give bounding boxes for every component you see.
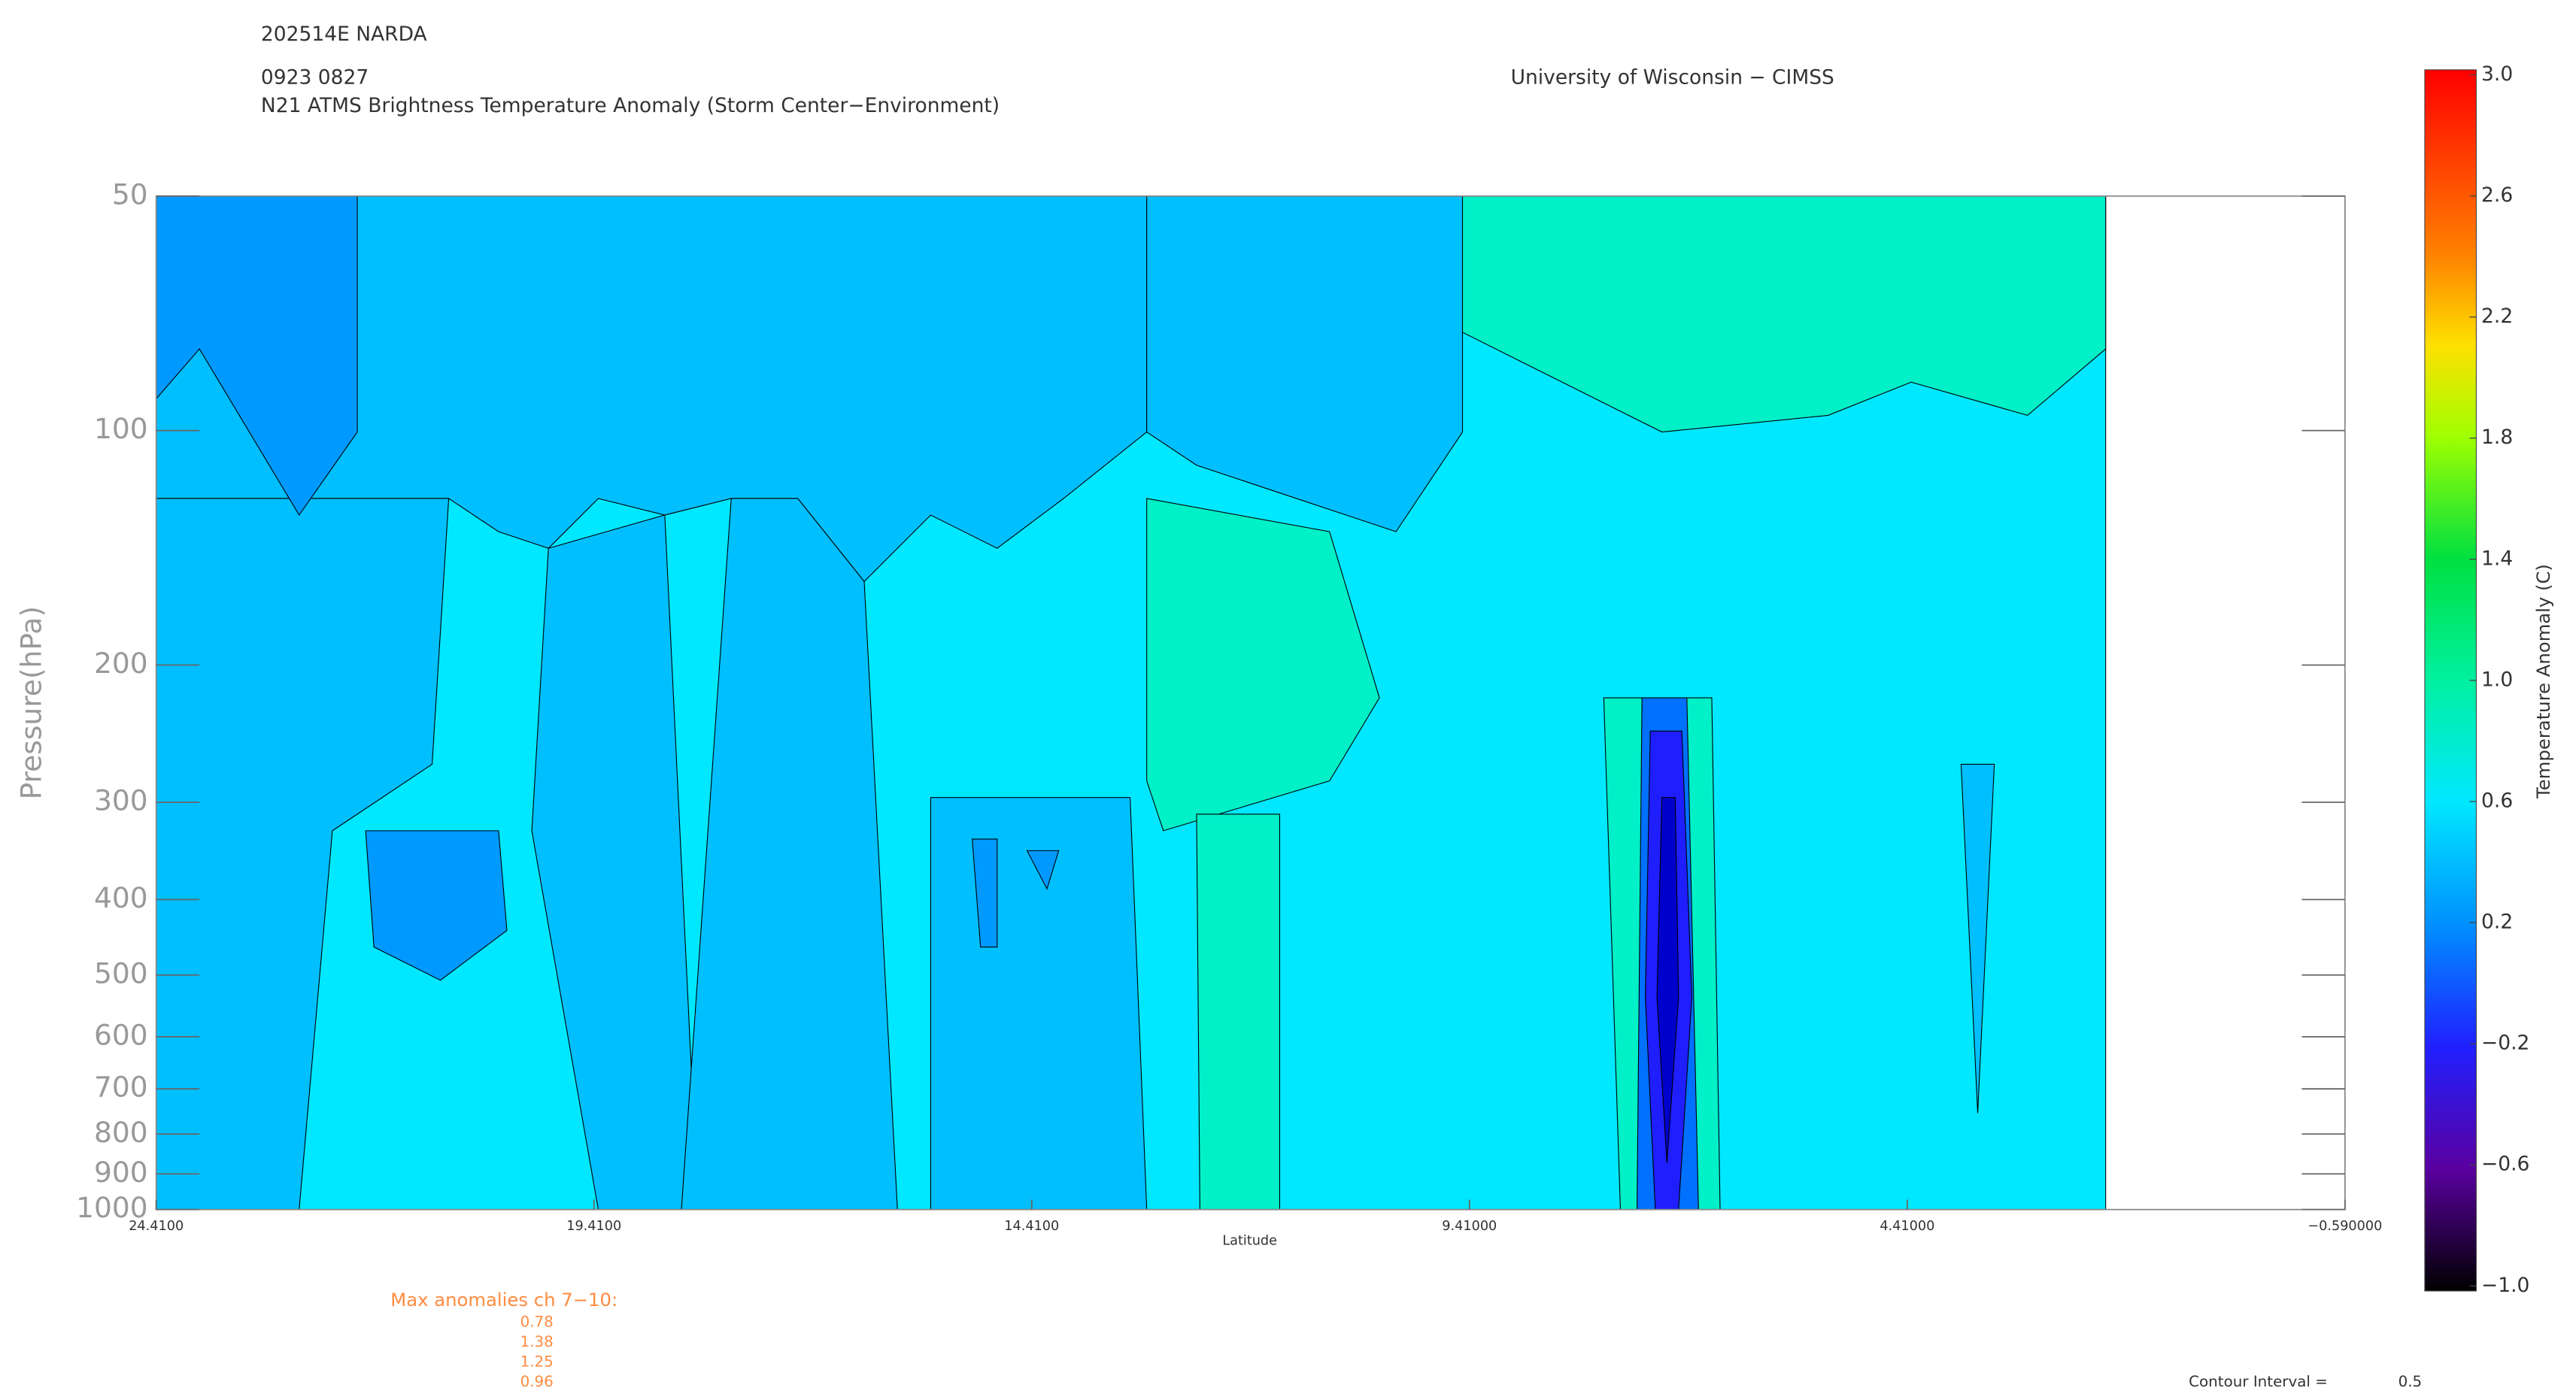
y-tick-label: 50	[112, 177, 148, 211]
x-tick-label: 9.41000	[1442, 1219, 1497, 1234]
contour-interval-value: 0.5	[2399, 1373, 2423, 1390]
max-anomalies-label: Max anomalies ch 7−10:	[390, 1289, 617, 1311]
x-tick-label: −0.590000	[2307, 1219, 2382, 1234]
y-tick-label: 600	[94, 1018, 148, 1051]
x-tick-label: 19.4100	[566, 1219, 621, 1234]
y-tick-label: 200	[94, 647, 148, 680]
y-tick-label: 700	[94, 1071, 148, 1104]
colorbar-tick-label: 2.2	[2481, 305, 2513, 328]
chart-title: N21 ATMS Brightness Temperature Anomaly …	[261, 94, 1000, 117]
x-tick-label: 14.4100	[1004, 1219, 1059, 1234]
max-anomaly-value: 0.78	[520, 1313, 554, 1330]
datetime: 0923 0827	[261, 65, 369, 89]
y-tick-label: 400	[94, 881, 148, 914]
contour-field	[156, 195, 2107, 1211]
plot-frame	[155, 195, 2346, 1211]
y-tick-label: 1000	[76, 1191, 148, 1224]
colorbar	[2424, 69, 2477, 1292]
contour-interval-label: Contour Interval =	[2189, 1373, 2328, 1390]
max-anomaly-value: 0.96	[520, 1373, 554, 1390]
colorbar-tick-label: 1.0	[2481, 668, 2513, 691]
colorbar-tick-label: −0.2	[2481, 1032, 2529, 1055]
y-tick-label: 800	[94, 1116, 148, 1149]
max-anomaly-value: 1.25	[520, 1353, 554, 1370]
colorbar-tick-label: −0.6	[2481, 1153, 2529, 1176]
y-tick-label: 300	[94, 783, 148, 817]
colorbar-tick-label: 0.6	[2481, 789, 2513, 812]
x-axis-label: Latitude	[1222, 1234, 1277, 1249]
colorbar-tick-label: 2.6	[2481, 183, 2513, 207]
x-tick-label: 24.4100	[129, 1219, 184, 1234]
y-tick-label: 900	[94, 1156, 148, 1189]
colorbar-tick-label: 1.8	[2481, 426, 2513, 449]
institution: University of Wisconsin − CIMSS	[1511, 65, 1834, 89]
colorbar-tick-label: −1.0	[2481, 1274, 2529, 1297]
y-tick-label: 500	[94, 956, 148, 989]
storm-id: 202514E NARDA	[261, 23, 427, 46]
colorbar-tick-label: 1.4	[2481, 547, 2513, 570]
y-axis-label: Pressure(hPa)	[15, 606, 48, 799]
colorbar-tick-label: 0.2	[2481, 911, 2513, 934]
colorbar-label: Temperature Anomaly (C)	[2532, 564, 2554, 799]
y-tick-label: 100	[94, 412, 148, 445]
x-tick-label: 4.41000	[1880, 1219, 1934, 1234]
colorbar-tick-label: 3.0	[2481, 62, 2513, 86]
max-anomaly-value: 1.38	[520, 1333, 554, 1350]
